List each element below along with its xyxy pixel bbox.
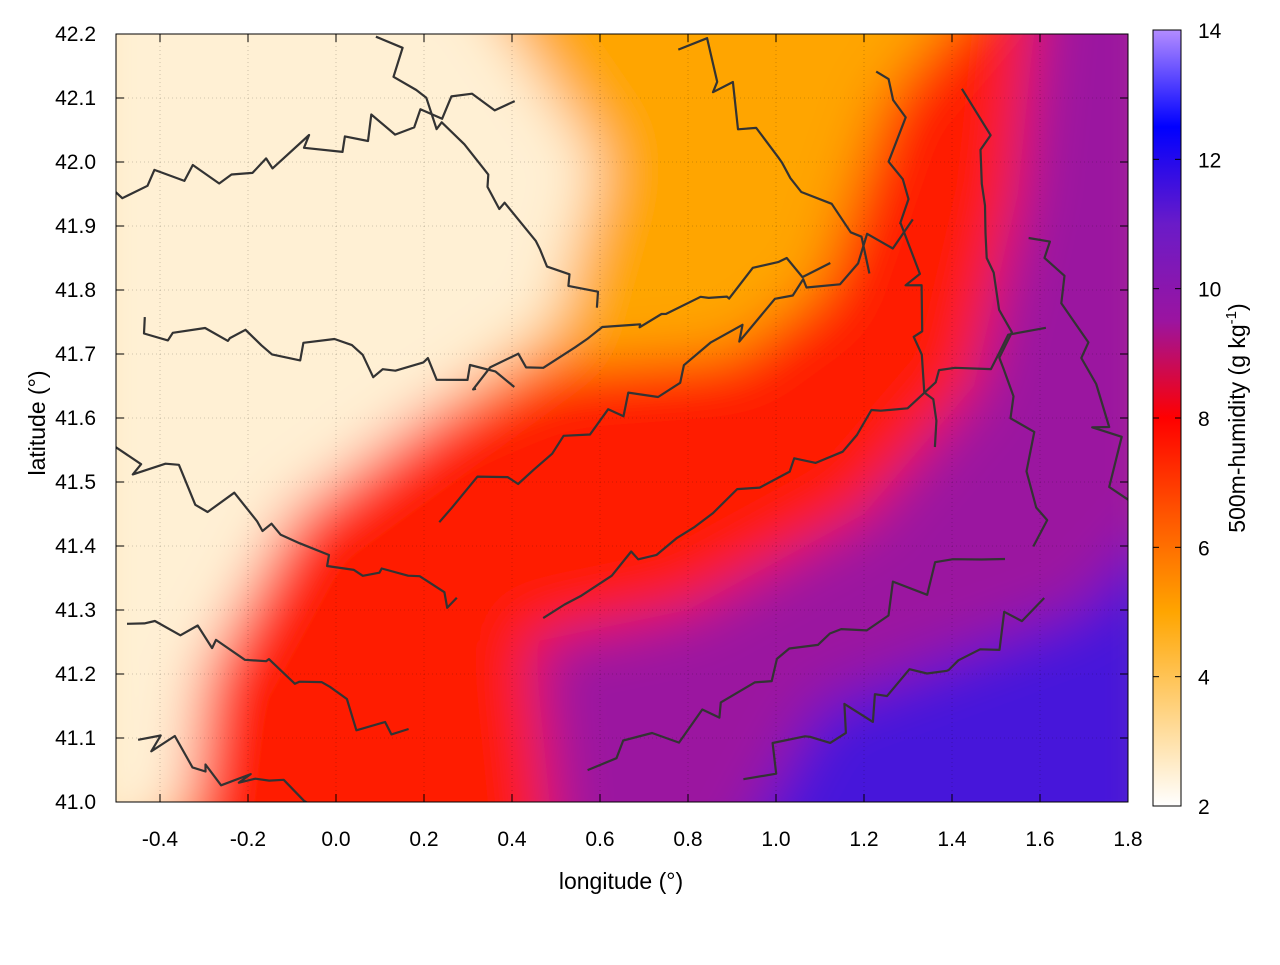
contour-line [743,597,1045,781]
colorbar-label-close: ) [1224,303,1250,311]
colorbar-label: 500m-humidity (g kg-1) [1223,303,1250,532]
x-axis-ticks: -0.4 -0.2 0.0 0.2 0.4 0.6 0.8 1.0 1.2 1.4 1.6 1.8 [142,34,1143,851]
y-axis-ticks: 41.0 41.1 41.2 41.3 41.4 41.5 41.6 41.7 41.8 41.9… [55,23,1128,814]
x-tick-label: 0.6 [585,828,614,851]
y-tick-label: 41.1 [55,727,96,750]
contour-line [677,37,871,274]
contour-line [137,734,309,802]
x-tick-label: -0.4 [142,828,179,851]
x-tick-label: 1.8 [1113,828,1142,851]
contour-line [116,92,516,200]
contour-line [142,317,515,388]
y-axis-label: latitude (°) [24,370,50,475]
field-regions [116,34,1128,802]
contour-line [472,256,831,391]
y-tick-label: 41.7 [55,343,96,366]
y-tick-label: 42.1 [55,87,96,110]
x-tick-label: 1.4 [937,828,967,851]
colorbar-tick-label: 12 [1198,149,1221,172]
x-tick-label: 1.0 [761,828,790,851]
x-tick-label: 0.2 [409,828,438,851]
colorbar-tick-label: 4 [1198,667,1210,690]
plot-area: -0.4 -0.2 0.0 0.2 0.4 0.6 0.8 1.0 1.2 1.4 1.6 1.8 4… [55,23,1143,851]
contour-line [875,70,938,448]
blue-sea-region [767,562,1128,802]
y-tick-label: 41.0 [55,791,96,814]
y-tick-label: 41.9 [55,215,96,238]
colorbar: 2 4 6 8 10 12 14 500m-humidity (g kg-1) [1152,20,1250,819]
y-tick-label: 42.0 [55,151,96,174]
y-tick-label: 41.6 [55,407,96,430]
x-tick-label: 0.4 [497,828,527,851]
contour-line [116,445,458,609]
x-axis-label: longitude (°) [559,868,683,894]
colorbar-label-text: 500m-humidity (g kg [1224,324,1250,532]
y-tick-label: 41.5 [55,471,96,494]
contour-line [438,218,914,523]
y-tick-label: 41.3 [55,599,96,622]
humidity-field [116,34,1128,802]
colorbar-tick-label: 10 [1198,279,1221,302]
y-tick-label: 41.8 [55,279,96,302]
dry-northwest-interior-region [116,34,600,802]
x-tick-label: 1.2 [849,828,878,851]
purple-coastal-transition-region [534,34,1128,802]
y-tick-label: 42.2 [55,23,96,46]
contour-line [542,326,1047,620]
colorbar-tick-label: 14 [1198,20,1222,43]
contour-line [1028,236,1128,501]
contour-line [126,619,409,736]
colorbar-tick-label: 8 [1198,408,1210,431]
contour-line [587,557,1006,772]
x-tick-label: 0.0 [321,828,350,851]
x-tick-label: -0.2 [230,828,266,851]
colorbar-tick-label: 2 [1198,796,1210,819]
colorbar-ticks: 2 4 6 8 10 12 14 [1153,20,1222,819]
x-tick-label: 0.8 [673,828,702,851]
y-tick-label: 41.4 [55,535,96,558]
contour-line [375,35,600,308]
colorbar-label-exponent: -1 [1223,311,1240,324]
contour-lines [116,35,1128,802]
colorbar-tick-label: 6 [1198,537,1210,560]
x-tick-label: 1.6 [1025,828,1054,851]
grid-lines [116,33,1129,803]
contour-line [960,88,1049,548]
y-tick-label: 41.2 [55,663,96,686]
